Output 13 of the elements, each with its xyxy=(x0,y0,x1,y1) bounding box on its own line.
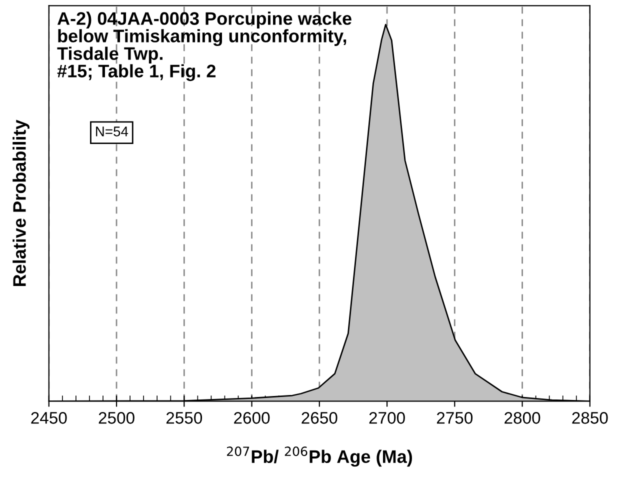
x-tick-label: 2450 xyxy=(31,412,67,424)
text: A-2) 04JAA-0003 Porcupine wacke below Timiskaming unconformity, Tisdale Twp. #15; Table 1, Fig. 2 xyxy=(57,12,352,82)
y-axis-title: Relative Probability xyxy=(12,120,30,286)
x-tick-label: 2650 xyxy=(302,412,338,424)
x-tick-label: 2700 xyxy=(369,412,405,424)
x-tick-label: 2850 xyxy=(572,412,608,424)
x-tick-label: 2550 xyxy=(166,412,202,424)
x-tick-label: 2750 xyxy=(436,412,473,424)
x-tick-label: 2500 xyxy=(98,412,134,424)
x-tick-label: 2600 xyxy=(234,412,270,424)
x-tick-label: 2800 xyxy=(504,412,540,424)
x-axis-title: $^{207}$Pb/ $^{206}$Pb Age (Ma) xyxy=(226,446,412,467)
annotation: N=54 xyxy=(96,126,128,136)
